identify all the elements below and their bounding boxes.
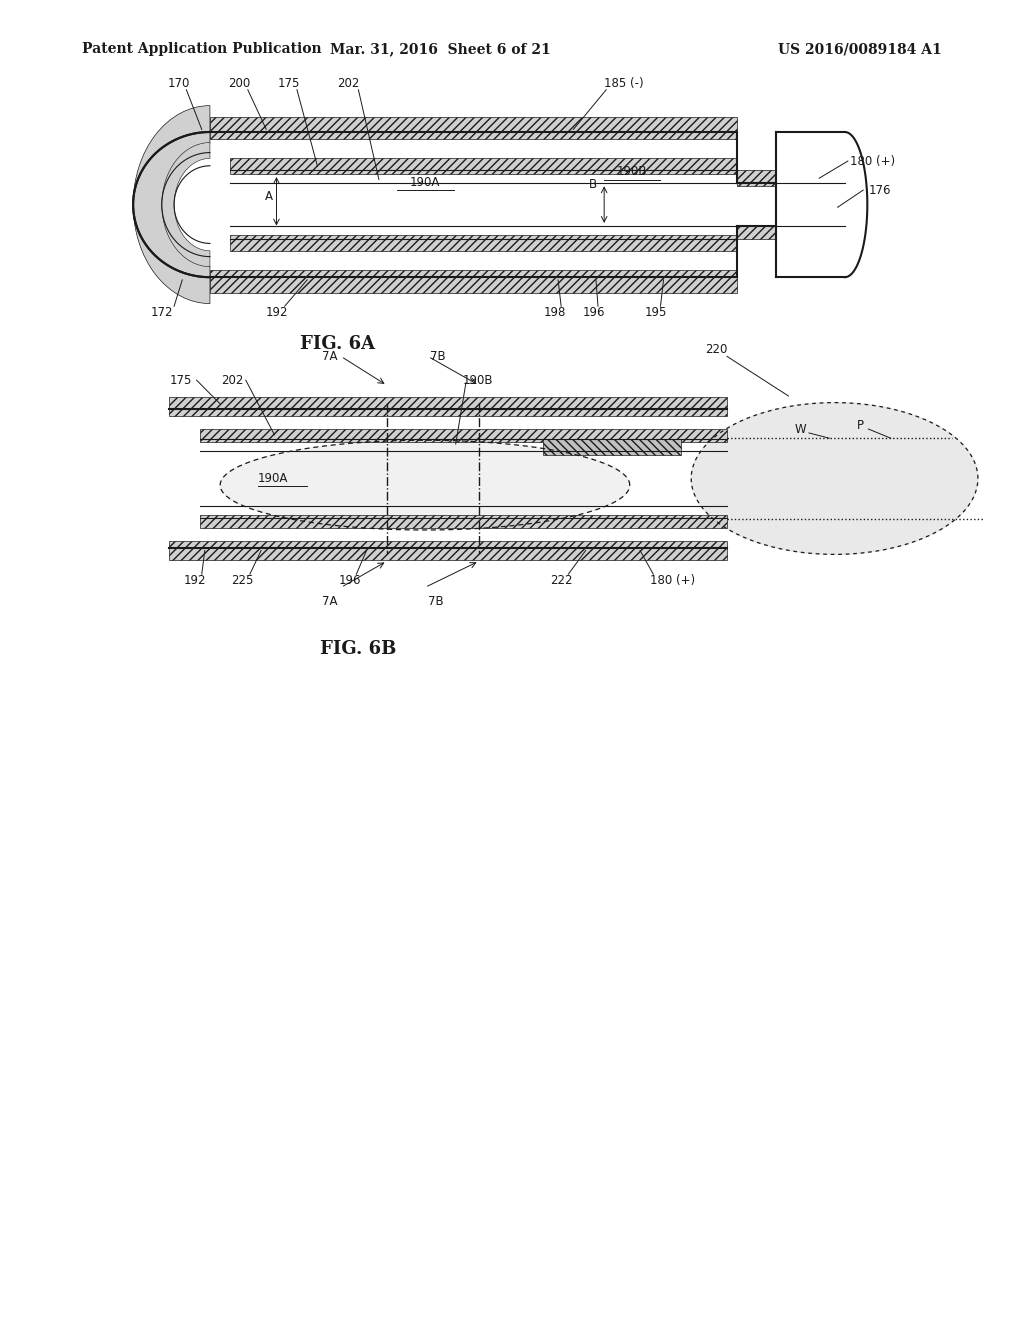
Bar [200, 515, 727, 528]
Text: 180 (+): 180 (+) [850, 154, 895, 168]
Text: 220: 220 [706, 343, 728, 356]
Text: 225: 225 [231, 574, 254, 587]
Text: W: W [795, 422, 807, 436]
Text: 175: 175 [278, 77, 300, 90]
Polygon shape [691, 403, 978, 554]
Text: 176: 176 [868, 183, 891, 197]
Text: 192: 192 [183, 574, 206, 587]
Text: 196: 196 [339, 574, 361, 587]
Text: 175: 175 [170, 374, 193, 387]
Text: 202: 202 [221, 374, 244, 387]
Text: 190B: 190B [616, 165, 647, 178]
Text: 170: 170 [168, 77, 190, 90]
Text: 185 (-): 185 (-) [604, 77, 644, 90]
Text: 195: 195 [644, 306, 667, 319]
Bar [210, 116, 737, 139]
Text: 7B: 7B [430, 350, 445, 363]
Bar [230, 235, 737, 251]
Text: 172: 172 [151, 306, 173, 319]
Text: Patent Application Publication: Patent Application Publication [82, 42, 322, 57]
Text: P: P [857, 418, 863, 432]
Bar [200, 429, 727, 442]
Text: 196: 196 [583, 306, 605, 319]
Wedge shape [162, 143, 210, 267]
Text: FIG. 6A: FIG. 6A [300, 335, 376, 354]
Text: 190A: 190A [410, 176, 440, 189]
Bar [210, 271, 737, 293]
Text: 198: 198 [544, 306, 566, 319]
Text: 190B: 190B [463, 374, 494, 387]
Bar [169, 541, 727, 561]
Bar [543, 438, 681, 454]
Text: 190A: 190A [258, 471, 289, 484]
Text: B: B [589, 178, 597, 191]
Polygon shape [220, 441, 630, 529]
Text: US 2016/0089184 A1: US 2016/0089184 A1 [778, 42, 942, 57]
Text: 192: 192 [265, 306, 288, 319]
Bar [737, 170, 776, 186]
Bar [169, 396, 727, 416]
Text: FIG. 6B: FIG. 6B [321, 640, 396, 659]
Bar [737, 226, 776, 239]
Text: 180 (+): 180 (+) [650, 574, 695, 587]
Text: 202: 202 [337, 77, 359, 90]
Bar [230, 158, 737, 174]
Text: A: A [265, 190, 273, 203]
Text: Mar. 31, 2016  Sheet 6 of 21: Mar. 31, 2016 Sheet 6 of 21 [330, 42, 551, 57]
Text: 222: 222 [550, 574, 572, 587]
Wedge shape [133, 106, 210, 304]
Text: 200: 200 [228, 77, 251, 90]
Text: 7A: 7A [323, 595, 338, 609]
Text: 7A: 7A [323, 350, 338, 363]
Text: 7B: 7B [428, 595, 443, 609]
